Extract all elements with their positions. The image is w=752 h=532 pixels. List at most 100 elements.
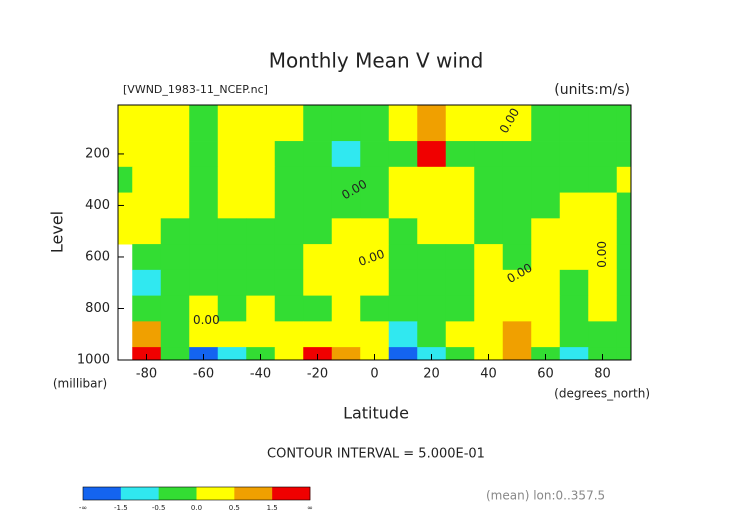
field-cell	[331, 347, 361, 361]
field-cell	[274, 192, 304, 219]
units: (units:m/s)	[554, 82, 630, 98]
field-cell	[388, 192, 418, 219]
field-cell	[559, 192, 589, 219]
field-cell	[189, 141, 219, 168]
field-cell	[189, 105, 219, 142]
colorbar-label: 0.5	[229, 504, 240, 512]
field-cell	[331, 244, 361, 271]
field-cell	[118, 218, 133, 245]
field-cell	[588, 347, 618, 361]
contour-label: 0.00	[595, 241, 609, 268]
field-cell	[132, 218, 162, 245]
field-cell	[360, 321, 390, 348]
field-cell	[616, 141, 632, 168]
field-cell	[559, 347, 589, 361]
field-cell	[246, 295, 276, 322]
field-cell	[246, 166, 276, 193]
field-cell	[132, 192, 162, 219]
field-cell	[417, 269, 447, 297]
field-cell	[132, 347, 162, 361]
field-cell	[274, 321, 304, 348]
field-cell	[417, 295, 447, 322]
field-cell	[217, 295, 247, 322]
colorbar-swatch	[158, 487, 197, 500]
field-cell	[445, 244, 475, 271]
x-axis-label: Latitude	[343, 404, 409, 423]
x-tick-label: -60	[193, 367, 214, 382]
field-cell	[331, 192, 361, 219]
field-cell	[502, 321, 532, 348]
x-tick-label: 80	[594, 367, 611, 382]
field-cell	[303, 269, 333, 297]
field-cell	[388, 218, 418, 245]
field-cell	[160, 295, 190, 322]
field-cell	[588, 192, 618, 219]
x-tick-label: 0	[370, 367, 378, 382]
field-cell	[531, 244, 561, 271]
y-tick-label: 600	[85, 249, 110, 264]
field-cell	[217, 105, 247, 142]
field-cell	[246, 244, 276, 271]
field-cell	[474, 192, 504, 219]
field-cell	[616, 295, 632, 322]
field-cell	[445, 347, 475, 361]
field-cell	[559, 218, 589, 245]
field-cell	[246, 192, 276, 219]
field-cell	[132, 321, 162, 348]
field-cell	[474, 295, 504, 322]
field-cell	[246, 321, 276, 348]
field-cell	[331, 218, 361, 245]
field-cell	[303, 105, 333, 142]
field-cell	[118, 166, 133, 193]
field-cell	[616, 192, 632, 219]
field-cell	[274, 105, 304, 142]
field-cell	[217, 347, 247, 361]
field-cell	[189, 321, 219, 348]
field-cell	[189, 269, 219, 297]
colorbar-label: -0.5	[152, 504, 166, 512]
field-cell	[189, 192, 219, 219]
contour-interval: CONTOUR INTERVAL = 5.000E-01	[267, 447, 485, 462]
field-cell	[588, 218, 618, 245]
field-cell	[274, 269, 304, 297]
field-cell	[303, 166, 333, 193]
field-cell	[246, 269, 276, 297]
field-cell	[417, 166, 447, 193]
field-cell	[559, 321, 589, 348]
field-cell	[189, 295, 219, 322]
colorbar-label: 1.5	[267, 504, 278, 512]
field-cell	[588, 295, 618, 322]
field-cell	[502, 192, 532, 219]
field-cell	[303, 192, 333, 219]
x-unit: (degrees_north)	[554, 387, 650, 401]
field-cell	[388, 269, 418, 297]
field-cell	[217, 141, 247, 168]
colorbar-swatch	[83, 487, 122, 500]
contour-label: 0.00	[193, 313, 220, 327]
field-cell	[160, 269, 190, 297]
chart-title: Monthly Mean V wind	[269, 49, 484, 73]
field-cell	[274, 166, 304, 193]
field-cell	[303, 295, 333, 322]
field-cell	[502, 105, 532, 142]
field	[118, 105, 632, 361]
field-cell	[445, 166, 475, 193]
field-cell	[160, 347, 190, 361]
field-cell	[531, 105, 561, 142]
field-cell	[360, 141, 390, 168]
colorbar-label: ∞	[307, 504, 313, 512]
field-cell	[274, 141, 304, 168]
field-cell	[588, 269, 618, 297]
field-cell	[588, 105, 618, 142]
field-cell	[559, 244, 589, 271]
field-cell	[217, 321, 247, 348]
field-cell	[417, 192, 447, 219]
field-cell	[217, 244, 247, 271]
field-cell	[118, 141, 133, 168]
field-cell	[388, 347, 418, 361]
field-cell	[331, 295, 361, 322]
colorbar-label: -1.5	[114, 504, 128, 512]
field-cell	[160, 141, 190, 168]
field-cell	[445, 192, 475, 219]
field-cell	[388, 105, 418, 142]
